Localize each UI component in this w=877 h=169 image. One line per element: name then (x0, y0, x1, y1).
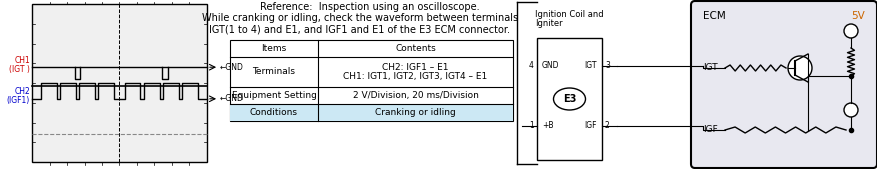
Text: IGT: IGT (702, 64, 717, 73)
Text: ←GND: ←GND (220, 63, 244, 72)
Text: Cranking or idling: Cranking or idling (374, 108, 455, 117)
Text: 1: 1 (529, 122, 533, 130)
Text: 5V: 5V (851, 11, 864, 21)
Text: GND: GND (541, 62, 559, 70)
Text: Igniter: Igniter (534, 19, 562, 28)
Bar (230, 40, 512, 121)
Text: ←GND: ←GND (220, 94, 244, 103)
Text: (IGT ): (IGT ) (9, 65, 30, 74)
Circle shape (787, 56, 811, 80)
Text: 4: 4 (529, 62, 533, 70)
Text: CH1: IGT1, IGT2, IGT3, IGT4 – E1: CH1: IGT1, IGT2, IGT3, IGT4 – E1 (343, 73, 487, 81)
Text: CH2: IGF1 – E1: CH2: IGF1 – E1 (381, 63, 448, 71)
Text: Conditions: Conditions (250, 108, 297, 117)
Circle shape (843, 24, 857, 38)
Bar (537, 38, 602, 160)
Text: IGT: IGT (584, 62, 596, 70)
Text: IGF: IGF (702, 126, 717, 135)
Text: Terminals: Terminals (253, 67, 296, 77)
Text: Equipment Setting: Equipment Setting (232, 91, 316, 100)
Text: Items: Items (261, 44, 286, 53)
Text: 3: 3 (604, 62, 610, 70)
FancyBboxPatch shape (690, 1, 876, 168)
Text: ECM: ECM (702, 11, 725, 21)
Text: CH2: CH2 (14, 87, 30, 96)
Text: Reference:  Inspection using an oscilloscope.: Reference: Inspection using an oscillosc… (260, 2, 479, 12)
Bar (32, 4, 207, 162)
Text: IGT(1 to 4) and E1, and IGF1 and E1 of the E3 ECM connector.: IGT(1 to 4) and E1, and IGF1 and E1 of t… (210, 24, 510, 34)
Circle shape (843, 103, 857, 117)
Text: Ignition Coil and: Ignition Coil and (534, 10, 603, 19)
Text: +B: +B (541, 122, 553, 130)
Text: CH1: CH1 (14, 56, 30, 65)
Text: While cranking or idling, check the waveform between terminals: While cranking or idling, check the wave… (202, 13, 517, 23)
Text: 2 V/Division, 20 ms/Division: 2 V/Division, 20 ms/Division (353, 91, 478, 100)
Text: IGF: IGF (584, 122, 596, 130)
Text: E3: E3 (562, 94, 575, 104)
Text: Contents: Contents (395, 44, 435, 53)
Text: 2: 2 (604, 122, 609, 130)
Bar (230, 104, 512, 121)
Text: (IGF1): (IGF1) (7, 96, 30, 105)
Ellipse shape (553, 88, 585, 110)
